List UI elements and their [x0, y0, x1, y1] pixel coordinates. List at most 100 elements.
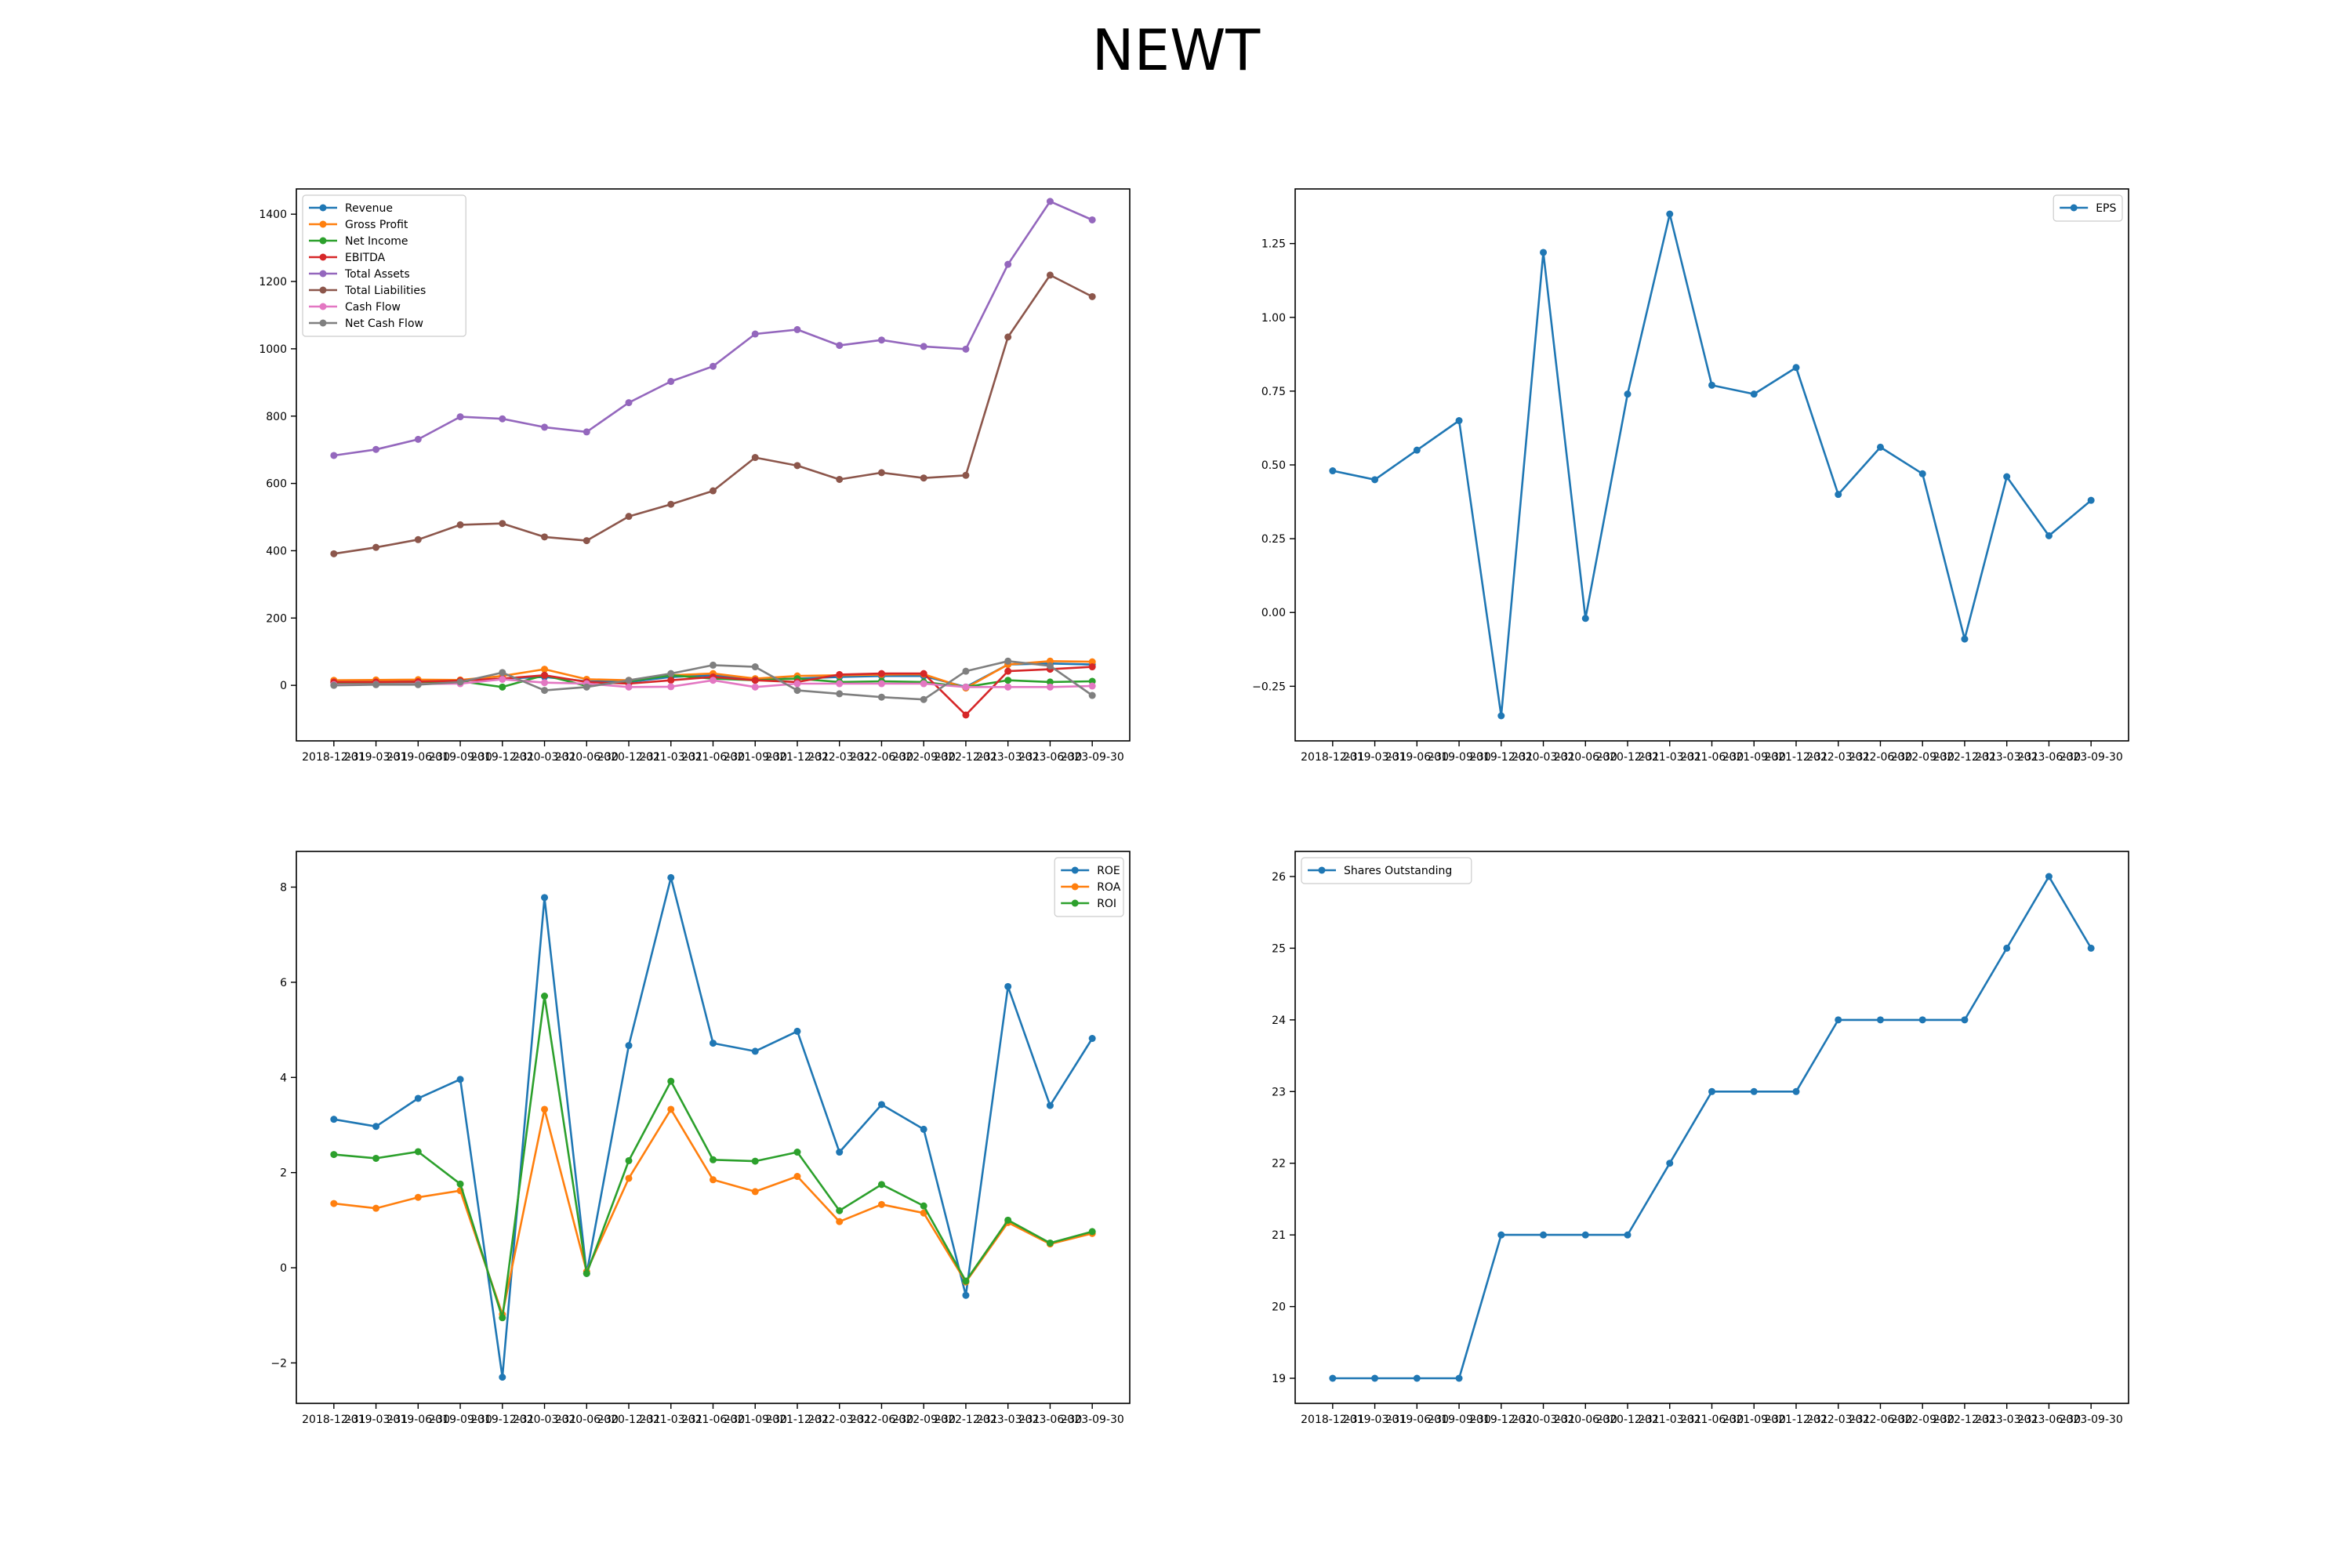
y-tick-label: 26 — [1272, 871, 1286, 884]
data-point — [877, 336, 885, 344]
x-tick-label: 2022-12-31 — [1933, 1414, 1996, 1426]
legend-entry-total-assets: Total Assets — [344, 268, 410, 281]
data-point — [2087, 496, 2095, 504]
x-tick-label: 2023-03-31 — [976, 751, 1040, 764]
axes-frame — [1294, 851, 2129, 1404]
data-point — [877, 1181, 885, 1189]
y-tick-label: 0.50 — [1261, 459, 1286, 472]
data-point — [920, 695, 927, 703]
x-tick-label: 2023-09-30 — [1060, 1414, 1123, 1426]
data-point — [372, 681, 380, 688]
data-point — [1750, 1087, 1758, 1095]
x-tick-label: 2018-12-31 — [1301, 751, 1364, 764]
data-point — [541, 423, 549, 431]
legend: Revenue Gross Profit Net Income EBITDA Total… — [302, 194, 466, 337]
x-tick-label: 2020-12-31 — [597, 1414, 660, 1426]
legend-marker — [319, 220, 327, 228]
data-point — [1918, 1016, 1926, 1024]
data-point — [1792, 364, 1800, 372]
x-tick-label: 2020-03-31 — [1512, 1414, 1575, 1426]
data-point — [877, 680, 885, 688]
legend-entry-total-liabilities: Total Liabilities — [344, 285, 426, 297]
data-point — [541, 894, 549, 902]
data-point — [541, 533, 549, 541]
legend-entry-gross-profit: Gross Profit — [345, 219, 408, 231]
figure-title: NEWT — [1091, 17, 1261, 83]
data-point — [414, 1193, 422, 1201]
legend-marker — [1071, 883, 1079, 891]
data-point — [330, 1116, 338, 1123]
data-point — [583, 428, 590, 436]
data-point — [330, 550, 338, 557]
data-point — [1624, 1231, 1632, 1239]
data-point — [710, 1040, 717, 1047]
legend-entry-eps: EPS — [2096, 202, 2116, 215]
x-tick-label: 2019-09-30 — [1427, 1414, 1490, 1426]
data-point — [1497, 1231, 1505, 1239]
data-point — [456, 1180, 464, 1188]
data-point — [1708, 1087, 1715, 1095]
y-tick-label: 23 — [1272, 1086, 1286, 1098]
data-point — [836, 680, 844, 688]
x-tick-label: 2021-09-30 — [1722, 751, 1786, 764]
x-tick-label: 2022-09-30 — [1891, 751, 1955, 764]
data-point — [1581, 615, 1589, 622]
data-point — [920, 670, 927, 677]
x-tick-label: 2018-12-31 — [1301, 1414, 1364, 1426]
x-tick-label: 2019-03-31 — [344, 1414, 408, 1426]
x-tick-label: 2021-09-30 — [724, 1414, 787, 1426]
data-point — [836, 342, 844, 350]
x-tick-label: 2020-12-31 — [1595, 1414, 1659, 1426]
x-tick-label: 2021-09-30 — [1722, 1414, 1786, 1426]
x-tick-label: 2021-12-31 — [765, 1414, 829, 1426]
legend: ROE ROA ROI — [1054, 857, 1124, 917]
x-tick-label: 2023-06-30 — [1018, 1414, 1082, 1426]
x-tick-label: 2018-12-31 — [302, 751, 365, 764]
x-tick-label: 2019-06-30 — [387, 751, 450, 764]
x-tick-label: 2019-12-31 — [470, 1414, 534, 1426]
legend-box — [1301, 857, 1472, 884]
data-point — [1004, 667, 1012, 675]
data-point — [1004, 677, 1012, 684]
data-point — [372, 1123, 380, 1131]
x-tick-label: 2018-12-31 — [302, 1414, 365, 1426]
x-tick-label: 2019-06-30 — [387, 1414, 450, 1426]
data-point — [499, 669, 506, 677]
data-point — [1371, 1374, 1379, 1382]
legend-marker — [319, 319, 327, 327]
data-point — [667, 677, 675, 684]
x-tick-label: 2019-03-31 — [1343, 751, 1406, 764]
data-point — [2045, 873, 2053, 880]
y-tick-label: 25 — [1272, 942, 1286, 955]
data-point — [836, 1207, 844, 1214]
x-tick-label: 2020-12-31 — [1595, 751, 1659, 764]
data-point — [1540, 1231, 1548, 1239]
data-point — [625, 1174, 633, 1182]
data-point — [1004, 683, 1012, 691]
data-point — [1497, 712, 1505, 720]
data-point — [1413, 446, 1421, 454]
data-point — [583, 537, 590, 545]
x-tick-label: 2019-03-31 — [344, 751, 408, 764]
x-tick-label: 2022-09-30 — [892, 1414, 956, 1426]
data-point — [1004, 260, 1012, 268]
data-point — [1046, 198, 1054, 205]
data-point — [793, 462, 801, 470]
legend-entry-shares-outstanding: Shares Outstanding — [1344, 865, 1452, 877]
data-point — [1371, 476, 1379, 484]
x-tick-label: 2020-06-30 — [555, 1414, 619, 1426]
chart-panel-eps: −0.250.000.250.500.751.001.252018-12-312… — [1252, 188, 2129, 764]
axes-frame — [1294, 188, 2129, 742]
legend-marker — [319, 270, 327, 278]
data-point — [1088, 1228, 1096, 1236]
data-point — [330, 681, 338, 689]
x-tick-label: 2019-06-30 — [1385, 1414, 1449, 1426]
data-point — [456, 413, 464, 421]
y-tick-label: 4 — [280, 1072, 287, 1084]
y-tick-label: 24 — [1272, 1014, 1286, 1027]
y-tick-label: 6 — [280, 977, 287, 989]
chart-panel-ratios: −2024682018-12-312019-03-312019-06-30201… — [270, 851, 1131, 1426]
data-point — [962, 471, 970, 479]
y-tick-label: 600 — [266, 478, 287, 491]
data-point — [920, 680, 927, 688]
